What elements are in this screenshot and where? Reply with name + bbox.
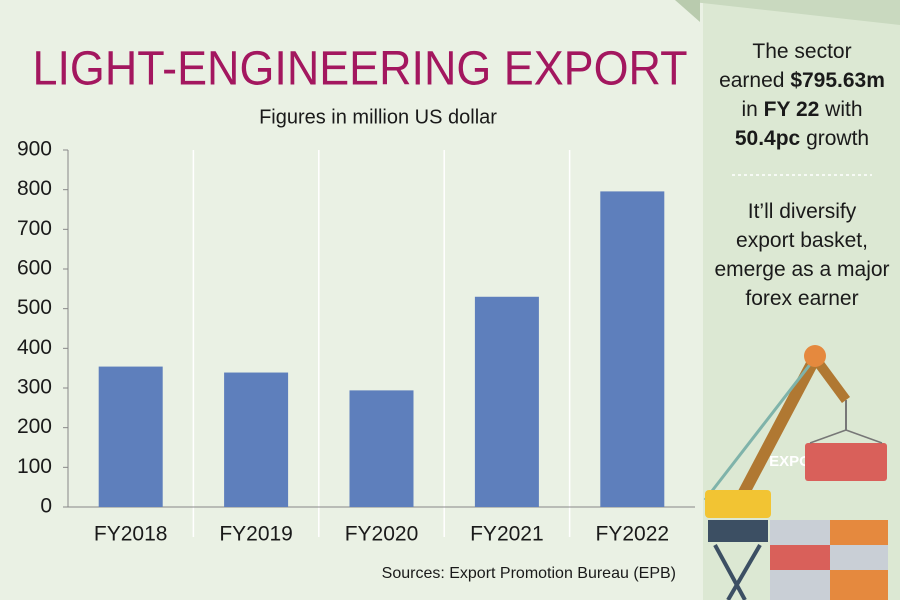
sidebar-line: It’ll diversify — [748, 200, 857, 223]
x-tick-label: FY2019 — [219, 523, 293, 546]
y-tick-label: 0 — [40, 495, 52, 518]
sidebar-line: export basket, — [736, 229, 868, 252]
crane-leg — [713, 544, 747, 600]
y-tick-label: 400 — [17, 336, 52, 359]
sidebar-line: forex earner — [745, 287, 858, 310]
sidebar-text: with — [819, 98, 862, 121]
bar — [600, 191, 665, 508]
x-tick-label: FY2018 — [94, 523, 168, 546]
crane-cable — [845, 429, 883, 444]
sidebar-text: The sector earned $795.63m in FY 22 with 50… — [714, 40, 889, 310]
bar — [349, 390, 414, 507]
sidebar-text: export basket, — [736, 229, 868, 252]
y-tick-label: 600 — [17, 257, 52, 280]
y-tick-label: 200 — [17, 415, 52, 438]
crane-cab — [705, 490, 771, 518]
crane-leg — [726, 543, 762, 600]
container — [830, 520, 888, 545]
chart-title: LIGHT-ENGINEERING EXPORT — [33, 43, 688, 96]
highlight: $795.63m — [790, 69, 885, 92]
sidebar-text: in — [741, 98, 763, 121]
sidebar-line: in FY 22 with — [741, 98, 862, 121]
sidebar-text: The sector — [752, 40, 851, 63]
crane-base — [708, 520, 768, 542]
y-tick-label: 500 — [17, 296, 52, 319]
sidebar-text: emerge as a major — [714, 258, 889, 281]
bar — [474, 296, 539, 507]
crane-wire — [703, 357, 817, 501]
highlight: FY 22 — [764, 98, 820, 121]
crane-joint — [804, 345, 826, 367]
sidebar-text: forex earner — [745, 287, 858, 310]
crane-illustration — [703, 345, 888, 600]
highlight: 50.4pc — [735, 127, 801, 150]
container — [770, 545, 830, 570]
bar — [98, 366, 163, 507]
sidebar-line: emerge as a major — [714, 258, 889, 281]
y-tick-label: 100 — [17, 455, 52, 478]
y-tick-label: 300 — [17, 376, 52, 399]
export-sign — [805, 443, 887, 481]
crane-cable — [809, 429, 847, 444]
corner-fold-shadow — [675, 0, 700, 22]
plot-area: 0 100 200 300 400 500 600 700 800 900 FY2018 FY2019… — [17, 138, 695, 546]
container — [830, 570, 888, 600]
sidebar-text: It’ll diversify — [748, 200, 857, 223]
sidebar-text: earned — [719, 69, 790, 92]
sidebar-line: 50.4pc growth — [735, 127, 869, 150]
sidebar-line: earned $795.63m — [719, 69, 885, 92]
x-tick-label: FY2021 — [470, 523, 544, 546]
corner-fold — [675, 0, 900, 25]
sidebar-line: The sector — [752, 40, 851, 63]
y-tick-label: 800 — [17, 177, 52, 200]
crane-arm — [734, 355, 821, 503]
y-tick-label: 900 — [17, 138, 52, 161]
x-tick-label: FY2020 — [345, 523, 419, 546]
source: Sources: Export Promotion Bureau (EPB) — [382, 565, 676, 582]
sidebar-text: growth — [800, 127, 869, 150]
chart-subtitle: Figures in million US dollar — [259, 106, 497, 128]
bar — [224, 372, 289, 507]
y-tick-label: 700 — [17, 217, 52, 240]
x-tick-label: FY2022 — [596, 523, 670, 546]
